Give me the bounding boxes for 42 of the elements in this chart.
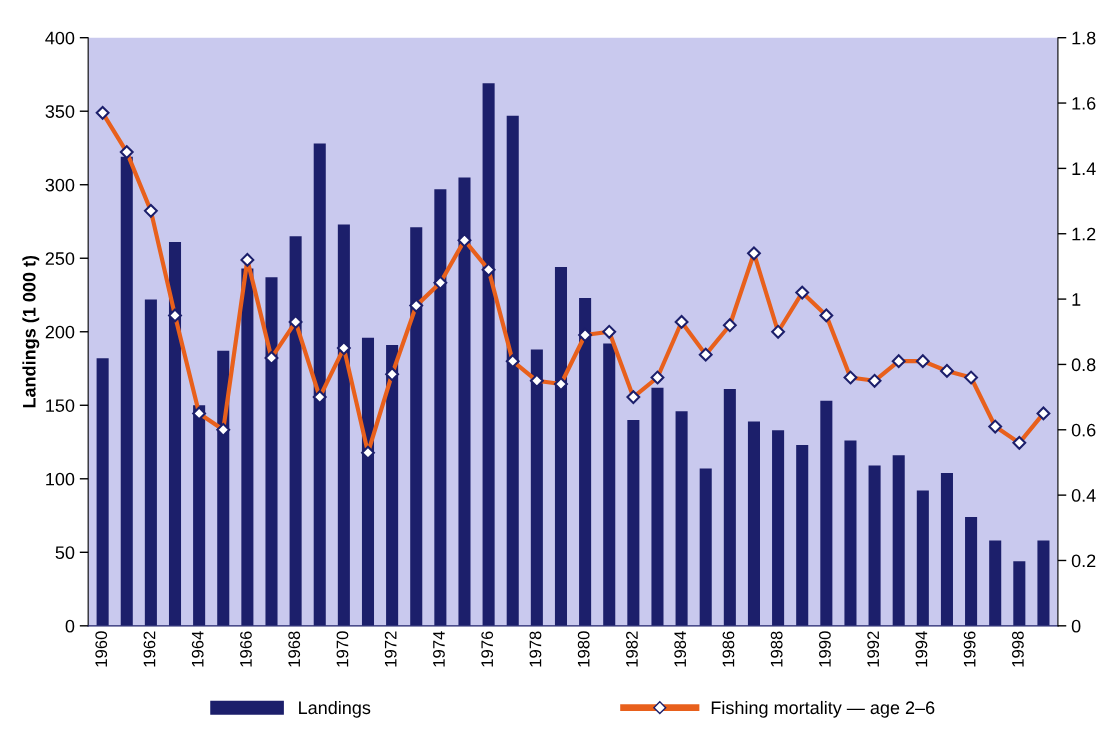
- y-tick-label: 350: [45, 105, 75, 118]
- x-tick-label: 1964: [191, 631, 204, 667]
- x-tick-label: 1968: [288, 631, 301, 667]
- y2-tick-label: 1.8: [1072, 31, 1096, 45]
- legend-label: Landings: [299, 700, 371, 718]
- x-tick-label: 1962: [143, 631, 156, 667]
- x-tick-label: 1972: [384, 631, 397, 667]
- y2-tick-label: 1.6: [1072, 96, 1096, 110]
- x-tick-label: 1976: [481, 631, 494, 667]
- y-tick-label: 400: [45, 31, 75, 45]
- legend-label: Fishing mortality — age 2–6: [711, 700, 935, 718]
- y-tick-label: 50: [55, 546, 75, 560]
- x-tick-label: 1970: [336, 631, 349, 667]
- x-tick-label: 1966: [240, 631, 252, 667]
- y-tick-label: 250: [45, 252, 75, 265]
- y2-tick-label: 0.6: [1071, 423, 1096, 437]
- y2-tick-label: 0: [1071, 619, 1081, 633]
- y-tick-label: 200: [45, 325, 75, 339]
- y2-tick-label: 1.2: [1072, 227, 1096, 241]
- y-tick-label: 0: [65, 619, 75, 633]
- x-tick-label: 1998: [1011, 631, 1024, 667]
- x-tick-label: 1974: [433, 631, 445, 667]
- x-tick-label: 1994: [915, 631, 928, 667]
- x-tick-label: 1984: [674, 631, 687, 667]
- x-tick-label: 1980: [577, 631, 590, 667]
- x-tick-label: 1992: [867, 631, 880, 667]
- y2-tick-label: 0.4: [1071, 489, 1096, 502]
- y2-tick-label: 0.8: [1071, 358, 1096, 372]
- y2-tick-label: 1: [1072, 293, 1081, 306]
- y-tick-label: 300: [45, 178, 75, 192]
- x-tick-label: 1996: [963, 631, 976, 667]
- y-axis-title: Landings (1 000 t): [22, 255, 40, 408]
- x-tick-label: 1990: [819, 631, 831, 667]
- y-tick-label: 100: [46, 472, 75, 486]
- x-tick-label: 1986: [722, 631, 735, 667]
- y-tick-label: 150: [46, 399, 75, 412]
- x-tick-label: 1960: [95, 631, 108, 667]
- x-tick-label: 1982: [626, 631, 638, 667]
- x-tick-label: 1978: [529, 631, 542, 667]
- y2-tick-label: 1.4: [1072, 162, 1096, 175]
- x-tick-label: 1988: [770, 631, 783, 667]
- y2-tick-label: 0.2: [1071, 554, 1096, 568]
